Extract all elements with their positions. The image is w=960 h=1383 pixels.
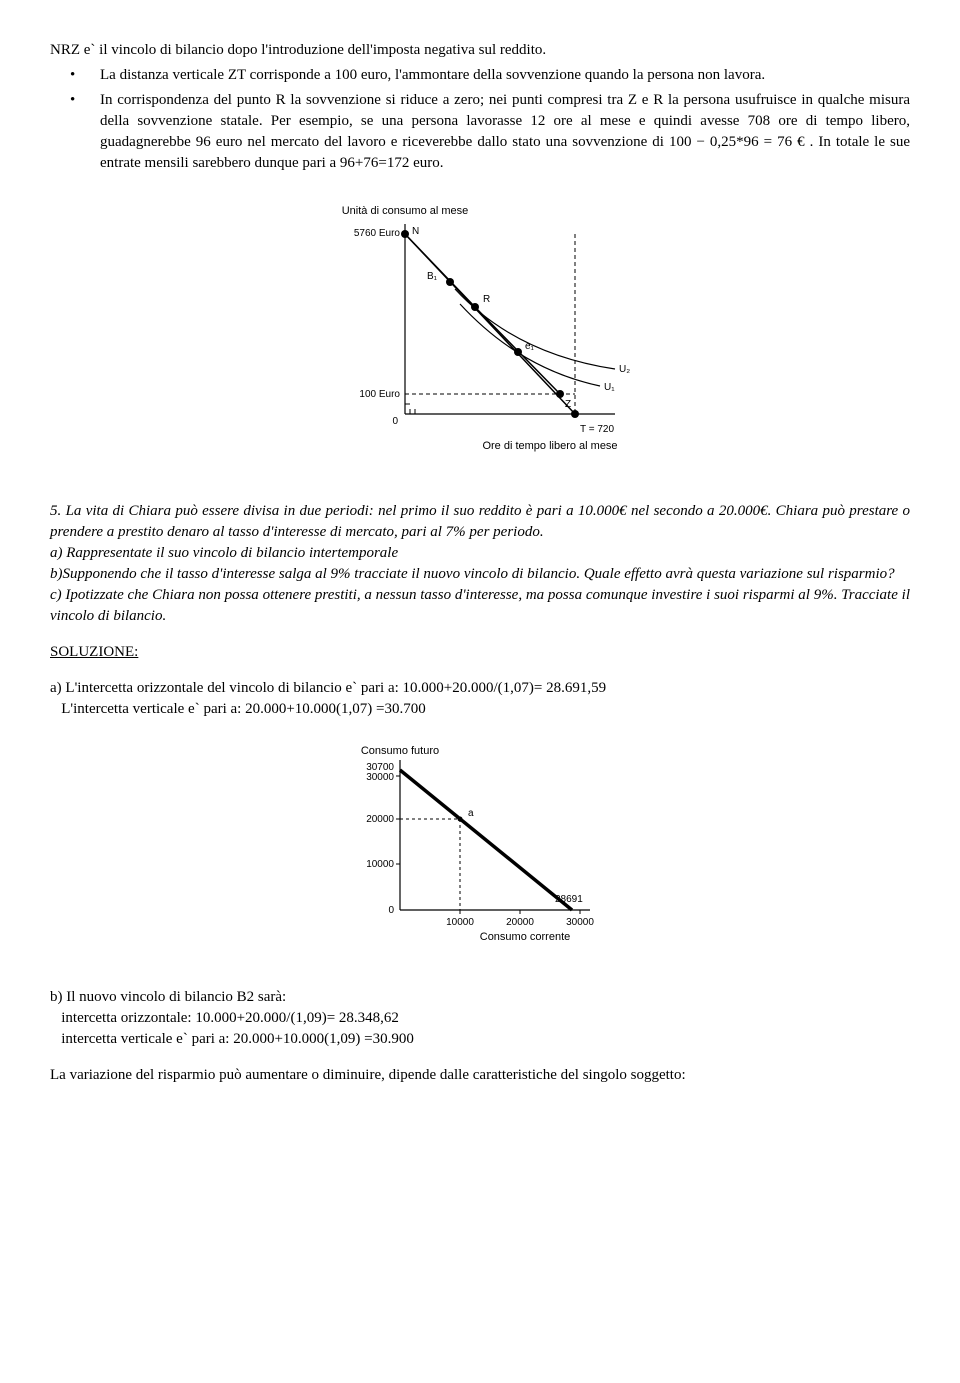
question-text: La vita di Chiara può essere divisa in d… [50,503,910,540]
answer-a: a) L'intercetta orizzontale del vincolo … [50,678,910,720]
intro-line: NRZ e` il vincolo di bilancio dopo l'int… [50,40,910,61]
label-T: T = 720 [580,424,614,435]
answer-a-line2: L'intercetta verticale e` pari a: 20.000… [61,701,426,717]
y-100-label: 100 Euro [359,389,400,400]
chart-labor-leisure: Unità di consumo al mese 5760 Euro 100 E… [300,194,660,464]
answer-b-line1: Il nuovo vincolo di bilancio B2 sarà: [66,989,286,1005]
label-U2: U₂ [619,364,630,375]
y-axis-title: Unità di consumo al mese [342,205,469,217]
label-B1: B₁ [427,271,438,282]
label-U1: U₁ [604,382,615,393]
point-N [401,230,409,238]
answer-b-line2: intercetta orizzontale: 10.000+20.000/(1… [61,1010,399,1026]
y-tick: 10000 [366,859,394,870]
answer-a-prefix: a) [50,680,62,696]
x-tick: 10000 [446,917,474,928]
x-axis-title: Consumo corrente [480,931,571,943]
point-R [471,303,479,311]
y-tick: 20000 [366,814,394,825]
chart-intertemporal: Consumo futuro Consumo corrente 30700 30… [330,740,630,950]
point-B1 [446,278,454,286]
q5-c: c) Ipotizzate che Chiara non possa otten… [50,587,910,624]
point-T [571,410,579,418]
bullet-marker: • [50,65,100,86]
figure-2: Consumo futuro Consumo corrente 30700 30… [50,740,910,957]
y-tick: 30000 [366,772,394,783]
endpoint-label: 28691 [555,894,583,905]
label-R: R [483,294,490,305]
question-5: 5. La vita di Chiara può essere divisa i… [50,501,910,627]
x-tick: 20000 [506,917,534,928]
point-e1 [514,348,522,356]
answer-b-prefix: b) [50,989,63,1005]
y-tick: 0 [388,905,394,916]
label-e1: e₁ [525,341,535,352]
q5-a: a) Rappresentate il suo vincolo di bilan… [50,545,398,561]
question-num: 5. [50,503,61,519]
bullet-item: • In corrispondenza del punto R la sovve… [50,90,910,174]
y-max-label: 5760 Euro [354,228,401,239]
x-tick: 30000 [566,917,594,928]
answer-b: b) Il nuovo vincolo di bilancio B2 sarà:… [50,987,910,1050]
answer-a-line1: L'intercetta orizzontale del vincolo di … [65,680,606,696]
point-Z [556,390,564,398]
y-axis-title: Consumo futuro [361,745,439,757]
bullet-item: • La distanza verticale ZT corrisponde a… [50,65,910,86]
bullet-text: La distanza verticale ZT corrisponde a 1… [100,65,910,86]
q5-b: b)Supponendo che il tasso d'interesse sa… [50,566,895,582]
bullet-marker: • [50,90,100,174]
label-Z: Z [565,399,571,410]
x-axis-title: Ore di tempo libero al mese [482,440,617,452]
answer-b-line3: intercetta verticale e` pari a: 20.000+1… [61,1031,414,1047]
solution-title: SOLUZIONE: [50,642,910,663]
label-a: a [468,808,474,819]
figure-1: Unità di consumo al mese 5760 Euro 100 E… [50,194,910,471]
bullet-text: In corrispondenza del punto R la sovvenz… [100,90,910,174]
label-N: N [412,226,419,237]
origin-label: 0 [392,416,398,427]
point-a [458,817,463,822]
answer-b-tail: La variazione del risparmio può aumentar… [50,1065,910,1086]
